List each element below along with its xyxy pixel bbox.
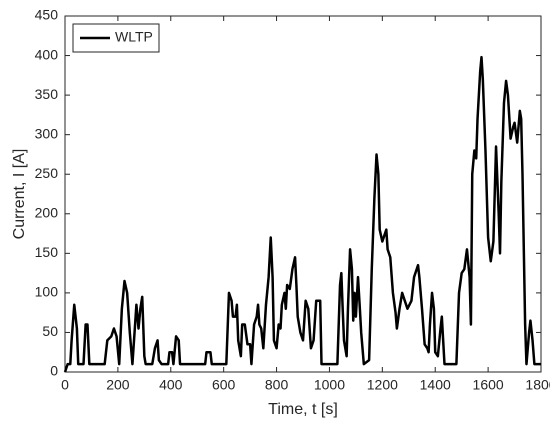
y-tick-label: 50 (42, 323, 58, 339)
y-tick-label: 200 (35, 204, 59, 220)
y-tick-label: 400 (35, 46, 59, 62)
y-tick-label: 0 (50, 363, 58, 379)
y-tick-label: 300 (35, 125, 59, 141)
y-tick-label: 350 (35, 86, 59, 102)
x-tick-label: 1400 (420, 377, 451, 393)
x-tick-label: 400 (159, 377, 183, 393)
y-axis-label: Current, I [A] (11, 149, 28, 240)
y-tick-label: 150 (35, 244, 59, 260)
y-tick-label: 450 (35, 7, 59, 23)
x-tick-label: 1200 (367, 377, 398, 393)
x-tick-label: 1000 (314, 377, 345, 393)
x-axis-label: Time, t [s] (268, 401, 338, 418)
x-tick-label: 0 (61, 377, 69, 393)
x-tick-label: 600 (212, 377, 236, 393)
plot-area (64, 15, 542, 373)
y-tick-label: 100 (35, 284, 59, 300)
x-tick-label: 200 (106, 377, 130, 393)
x-tick-label: 800 (265, 377, 289, 393)
x-tick-label: 1600 (473, 377, 504, 393)
legend-label: WLTP (115, 29, 153, 45)
data-line (63, 55, 541, 373)
y-tick-label: 250 (35, 165, 59, 181)
